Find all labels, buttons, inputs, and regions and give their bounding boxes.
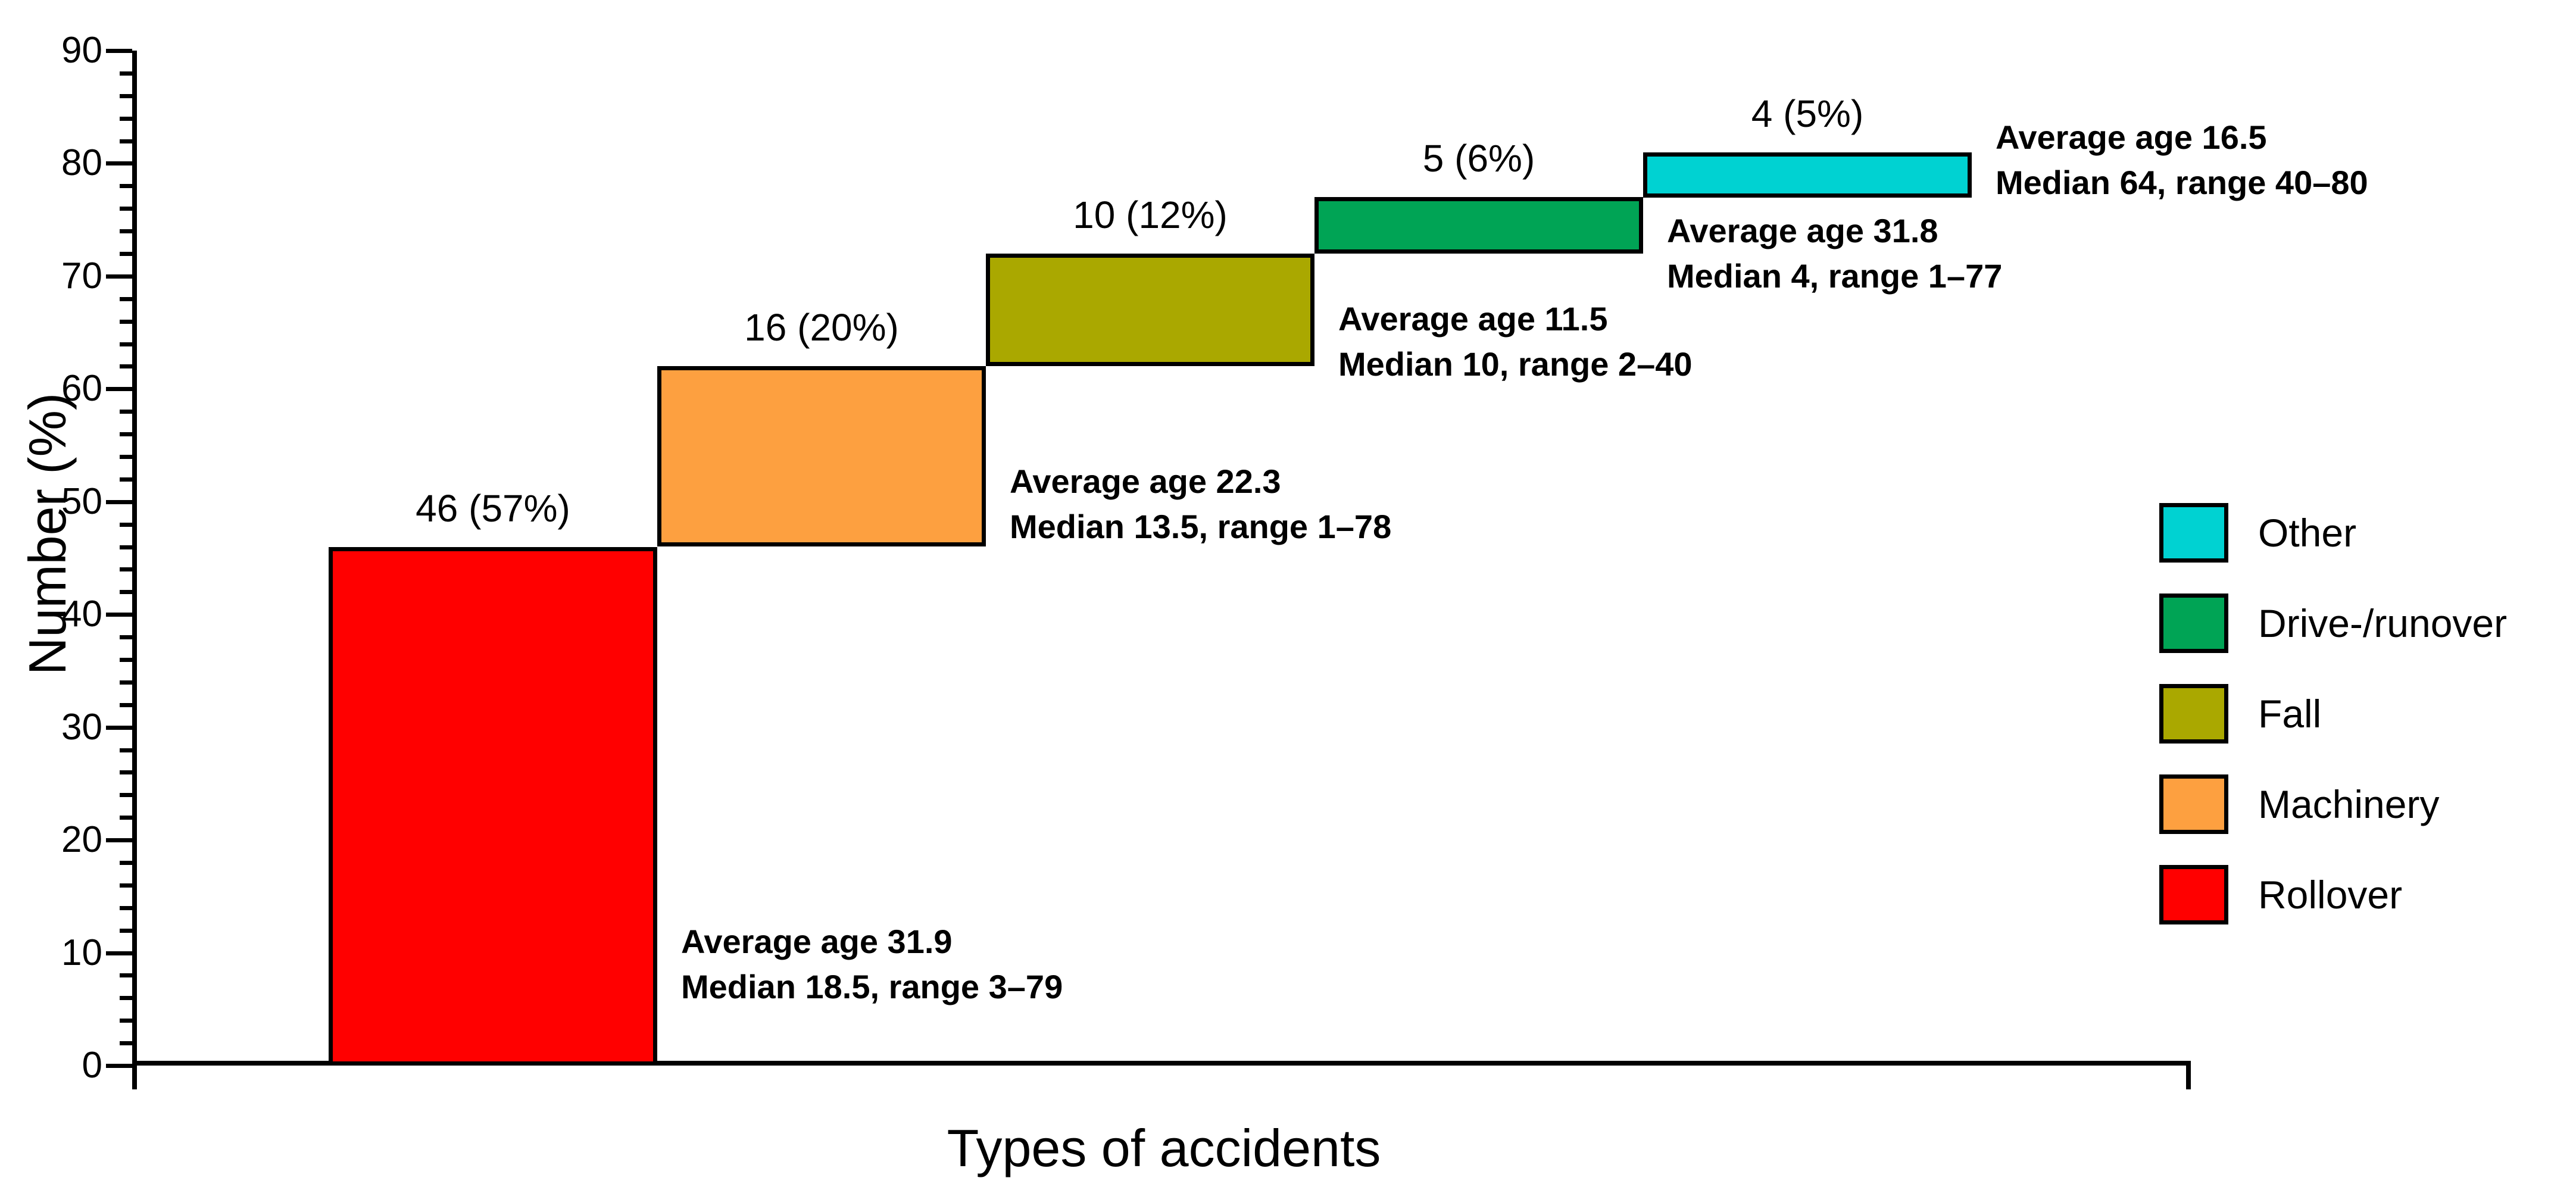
y-axis-tick-label: 40 [61, 594, 102, 635]
y-axis-tick-label: 0 [82, 1045, 102, 1086]
y-axis-tick-label: 80 [61, 142, 102, 183]
legend-label: Drive-/runover [2258, 601, 2508, 645]
bar-value-label: 10 (12%) [1073, 193, 1228, 236]
annotation-median-range: Median 4, range 1–77 [1667, 257, 2003, 295]
x-axis [132, 1061, 2191, 1066]
y-axis-minor-tick [120, 71, 132, 76]
y-axis-minor-tick [120, 545, 132, 549]
legend-swatch-drive-runover [2159, 594, 2228, 653]
legend-swatch-other [2159, 503, 2228, 563]
y-axis-major-tick [106, 161, 132, 165]
y-axis-tick-label: 70 [61, 255, 102, 296]
annotation-average-age: Average age 31.9 [681, 923, 953, 960]
y-axis-tick-label: 60 [61, 368, 102, 409]
y-axis-minor-tick [120, 973, 132, 977]
y-axis-minor-tick [120, 590, 132, 594]
y-axis-minor-tick [120, 139, 132, 143]
y-axis-minor-tick [120, 252, 132, 256]
annotation-median-range: Median 10, range 2–40 [1338, 345, 1693, 383]
bar-value-label: 5 (6%) [1422, 137, 1535, 180]
y-axis-minor-tick [120, 184, 132, 188]
y-axis-major-tick [106, 613, 132, 617]
y-axis-major-tick [106, 274, 132, 279]
y-axis-major-tick [106, 1064, 132, 1068]
legend-swatch-rollover [2159, 865, 2228, 924]
bar-value-label: 46 (57%) [416, 487, 570, 530]
y-axis-minor-tick [120, 410, 132, 414]
y-axis-minor-tick [120, 635, 132, 639]
annotation-average-age: Average age 11.5 [1338, 300, 1608, 338]
y-axis-minor-tick [120, 680, 132, 685]
annotation-median-range: Median 18.5, range 3–79 [681, 968, 1063, 1005]
y-axis-minor-tick [120, 929, 132, 933]
y-axis-minor-tick [120, 1041, 132, 1045]
y-axis-tick-label: 30 [61, 707, 102, 748]
bar-other [1643, 152, 1972, 198]
annotation-average-age: Average age 16.5 [1996, 118, 2267, 156]
y-axis-minor-tick [120, 477, 132, 482]
y-axis-minor-tick [120, 207, 132, 211]
legend-label: Machinery [2258, 782, 2440, 826]
bar-annotation: Average age 16.5 Median 64, range 40–80 [1996, 115, 2368, 205]
y-axis-major-tick [106, 726, 132, 730]
y-axis-minor-tick [120, 320, 132, 324]
y-axis-minor-tick [120, 1019, 132, 1023]
bar-drive-runover [1314, 197, 1643, 254]
y-axis-major-tick [106, 387, 132, 391]
y-axis-minor-tick [120, 342, 132, 346]
x-axis-title: Types of accidents [947, 1119, 1381, 1177]
bar-annotation: Average age 11.5 Median 10, range 2–40 [1338, 296, 1693, 387]
y-axis-major-tick [106, 951, 132, 955]
y-axis-minor-tick [120, 658, 132, 662]
bar-value-label: 16 (20%) [744, 306, 899, 349]
bar-annotation: Average age 31.8 Median 4, range 1–77 [1667, 208, 2002, 299]
bar-machinery [657, 366, 986, 546]
y-axis-major-tick [106, 49, 132, 53]
annotation-median-range: Median 64, range 40–80 [1996, 164, 2368, 201]
y-axis-minor-tick [120, 94, 132, 98]
y-axis-minor-tick [120, 432, 132, 436]
annotation-median-range: Median 13.5, range 1–78 [1010, 508, 1392, 545]
y-axis-minor-tick [120, 906, 132, 910]
y-axis-minor-tick [120, 816, 132, 820]
y-axis-minor-tick [120, 455, 132, 459]
y-axis-minor-tick [120, 117, 132, 121]
y-axis-minor-tick [120, 883, 132, 888]
annotation-average-age: Average age 22.3 [1010, 463, 1281, 500]
legend-label: Fall [2258, 692, 2322, 736]
y-axis-tick-label: 90 [61, 30, 102, 71]
y-axis-minor-tick [120, 523, 132, 527]
bar-fall [986, 254, 1314, 366]
y-axis-minor-tick [120, 703, 132, 707]
y-axis [132, 51, 137, 1089]
y-axis-minor-tick [120, 770, 132, 774]
legend-label: Other [2258, 511, 2357, 555]
bar-rollover [329, 547, 657, 1066]
y-axis-minor-tick [120, 229, 132, 233]
bar-annotation: Average age 31.9 Median 18.5, range 3–79 [681, 919, 1063, 1010]
y-axis-minor-tick [120, 861, 132, 865]
legend-swatch-fall [2159, 684, 2228, 744]
y-axis-minor-tick [120, 297, 132, 301]
y-axis-major-tick [106, 500, 132, 504]
y-axis-minor-tick [120, 793, 132, 797]
bar-value-label: 4 (5%) [1751, 92, 1864, 135]
bar-annotation: Average age 22.3 Median 13.5, range 1–78 [1010, 459, 1391, 549]
y-axis-tick-label: 20 [61, 819, 102, 860]
y-axis-minor-tick [120, 567, 132, 571]
x-axis-end-tick [2186, 1066, 2191, 1089]
y-axis-major-tick [106, 838, 132, 842]
y-axis-minor-tick [120, 748, 132, 752]
annotation-average-age: Average age 31.8 [1667, 212, 1938, 249]
legend-label: Rollover [2258, 873, 2403, 917]
y-axis-tick-label: 50 [61, 481, 102, 522]
y-axis-minor-tick [120, 996, 132, 1000]
y-axis-minor-tick [120, 364, 132, 368]
legend-swatch-machinery [2159, 774, 2228, 834]
y-axis-tick-label: 10 [61, 932, 102, 973]
